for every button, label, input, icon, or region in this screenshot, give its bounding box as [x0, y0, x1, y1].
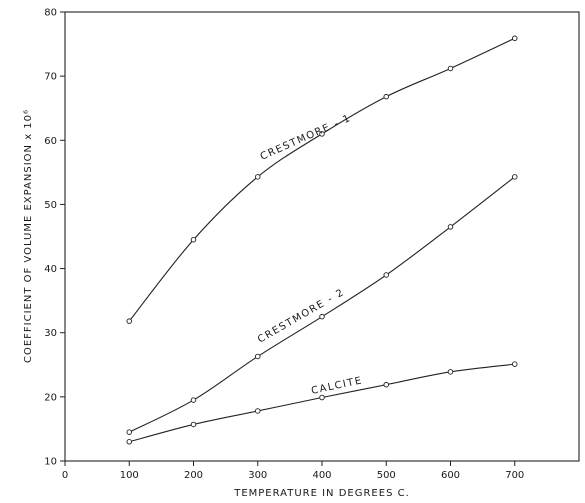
data-point-s1-400: [319, 313, 325, 320]
data-point-s1-600: [447, 224, 454, 230]
x-tick-label-400: 400: [312, 470, 331, 481]
data-point-s1-700: [512, 174, 518, 180]
x-tick-label-700: 700: [505, 470, 524, 481]
data-point-s2-400: [319, 394, 325, 401]
data-point-s0-200: [190, 236, 197, 243]
x-tick-label-600: 600: [441, 470, 460, 481]
data-point-s1-300: [254, 353, 261, 360]
series-line-0: [128, 37, 515, 322]
data-point-s0-600: [447, 65, 454, 72]
series-label-calcite: CALCITE: [310, 375, 363, 397]
data-point-s0-300: [254, 174, 261, 180]
data-point-s0-100: [126, 318, 132, 324]
y-tick-label-30: 30: [44, 328, 57, 339]
y-tick-label-20: 20: [44, 392, 57, 403]
x-tick-label-200: 200: [184, 470, 203, 481]
data-point-s2-700: [512, 361, 518, 367]
data-point-s2-600: [447, 369, 454, 375]
series-label-crestmore-1: CRESTMORE - 1: [259, 113, 353, 163]
x-axis-title: TEMPERATURE IN DEGREES C.: [233, 488, 410, 499]
y-tick-label-50: 50: [44, 200, 57, 211]
y-tick-label-80: 80: [44, 8, 57, 19]
y-tick-label-60: 60: [44, 136, 57, 147]
series-label-crestmore-2: CRESTMORE - 2: [256, 287, 347, 346]
data-point-s1-500: [383, 272, 390, 278]
y-tick-label-40: 40: [44, 264, 57, 275]
data-point-s2-200: [190, 421, 197, 428]
series-labels: CRESTMORE - 1 CRESTMORE - 2 CALCITE: [256, 113, 364, 397]
y-axis-title: COEFFICIENT OF VOLUME EXPANSION x 10⁶: [23, 109, 34, 363]
data-point-s0-500: [383, 93, 390, 100]
y-tick-label-70: 70: [44, 72, 57, 83]
x-tick-label-0: 0: [62, 470, 68, 481]
x-axis: 0 100 200 300 400 500 600 700: [62, 461, 524, 481]
x-tick-label-500: 500: [377, 470, 396, 481]
data-point-s1-200: [190, 397, 197, 403]
data-point-s1-100: [126, 429, 132, 435]
series-layer: [126, 35, 518, 445]
x-tick-label-300: 300: [248, 470, 267, 481]
data-point-s0-400: [319, 131, 325, 137]
data-point-s2-300: [254, 408, 261, 414]
data-point-s0-700: [512, 35, 518, 42]
y-tick-label-10: 10: [44, 457, 57, 468]
y-axis: 10 20 30 40 50 60 70 80: [44, 8, 65, 468]
x-tick-label-100: 100: [120, 470, 139, 481]
series-line-2: [129, 363, 515, 443]
data-point-s2-100: [126, 439, 132, 445]
data-point-s2-500: [383, 381, 390, 388]
